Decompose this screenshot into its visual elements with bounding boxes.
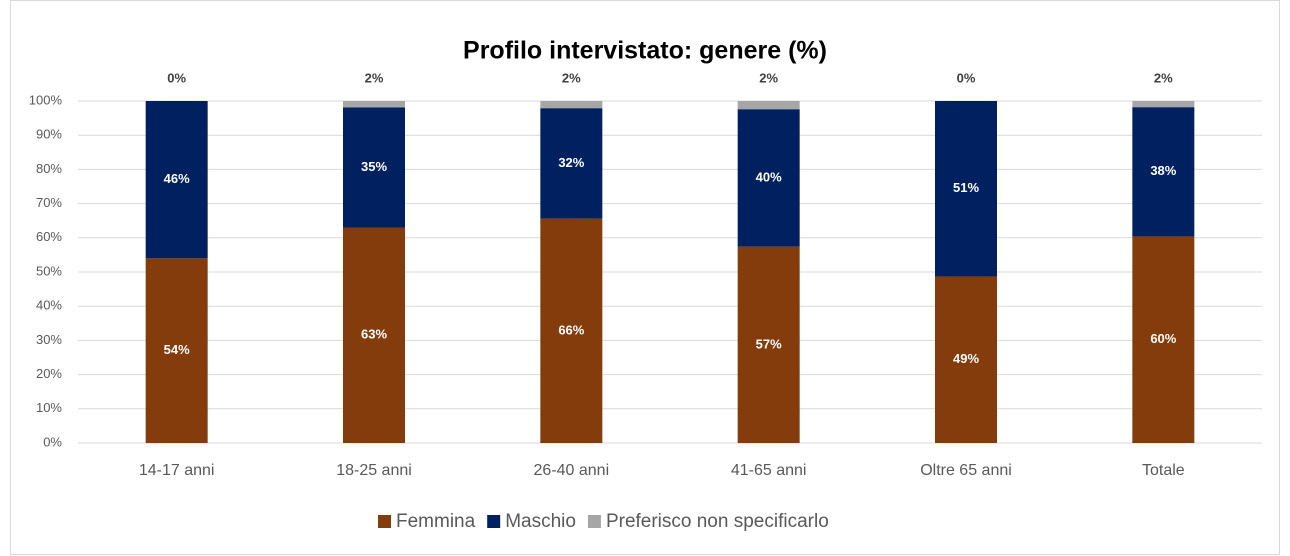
data-label: 51% bbox=[953, 180, 979, 195]
y-tick-label: 50% bbox=[36, 263, 62, 278]
bar-segment bbox=[343, 227, 405, 443]
y-tick-label: 0% bbox=[43, 434, 62, 449]
legend-label: Maschio bbox=[505, 511, 576, 532]
bar-segment bbox=[343, 107, 405, 228]
x-tick-label: 18-25 anni bbox=[336, 462, 412, 479]
y-tick-label: 80% bbox=[36, 161, 62, 176]
data-label: 66% bbox=[558, 322, 584, 337]
y-tick-label: 90% bbox=[36, 127, 62, 142]
data-label: 0% bbox=[957, 70, 976, 85]
chart-frame bbox=[10, 0, 1280, 555]
legend-swatch bbox=[487, 515, 501, 528]
bar-segment bbox=[1132, 236, 1195, 443]
data-label: 54% bbox=[164, 342, 190, 357]
data-label: 2% bbox=[1154, 70, 1173, 85]
legend-swatch bbox=[587, 515, 601, 528]
y-tick-label: 10% bbox=[36, 400, 62, 415]
legend-swatch bbox=[378, 515, 391, 528]
data-label: 2% bbox=[759, 70, 778, 85]
data-label: 49% bbox=[953, 351, 979, 366]
bar-segment bbox=[737, 109, 800, 247]
bar-segment bbox=[540, 108, 603, 219]
data-label: 0% bbox=[167, 70, 186, 85]
data-label: 46% bbox=[164, 171, 190, 186]
data-label: 63% bbox=[361, 327, 387, 342]
bar-segment bbox=[935, 101, 997, 277]
bar-segment bbox=[145, 258, 208, 443]
bar-segment bbox=[540, 218, 603, 443]
y-tick-label: 100% bbox=[29, 92, 63, 107]
data-label: 60% bbox=[1150, 331, 1176, 346]
y-tick-label: 60% bbox=[36, 229, 62, 244]
bar-segment bbox=[145, 101, 208, 259]
bar-segment bbox=[737, 101, 800, 110]
chart-title: Profilo intervistato: genere (%) bbox=[463, 37, 827, 65]
y-tick-label: 30% bbox=[36, 332, 62, 347]
y-tick-label: 70% bbox=[36, 195, 62, 210]
data-label: 35% bbox=[361, 159, 387, 174]
data-label: 40% bbox=[756, 169, 782, 184]
data-label: 32% bbox=[558, 155, 584, 170]
x-tick-label: 41-65 anni bbox=[731, 462, 807, 479]
bar-segment bbox=[343, 101, 405, 108]
legend-label: Femmina bbox=[396, 511, 476, 532]
y-tick-label: 40% bbox=[36, 298, 62, 313]
x-tick-label: 26-40 anni bbox=[534, 462, 610, 479]
bar-segment bbox=[1132, 101, 1195, 108]
bar-segment bbox=[1132, 107, 1195, 237]
bar-segment bbox=[540, 101, 603, 109]
data-label: 2% bbox=[365, 70, 384, 85]
y-tick-label: 20% bbox=[36, 366, 62, 381]
data-label: 2% bbox=[562, 70, 581, 85]
bar-segment bbox=[737, 246, 800, 443]
data-label: 38% bbox=[1150, 163, 1176, 178]
x-tick-label: Totale bbox=[1142, 462, 1185, 479]
data-label: 57% bbox=[756, 336, 782, 351]
legend-label: Preferisco non specificarlo bbox=[606, 511, 829, 532]
bar-segment bbox=[935, 276, 997, 443]
x-tick-label: Oltre 65 anni bbox=[920, 462, 1012, 479]
x-tick-label: 14-17 anni bbox=[139, 462, 215, 479]
